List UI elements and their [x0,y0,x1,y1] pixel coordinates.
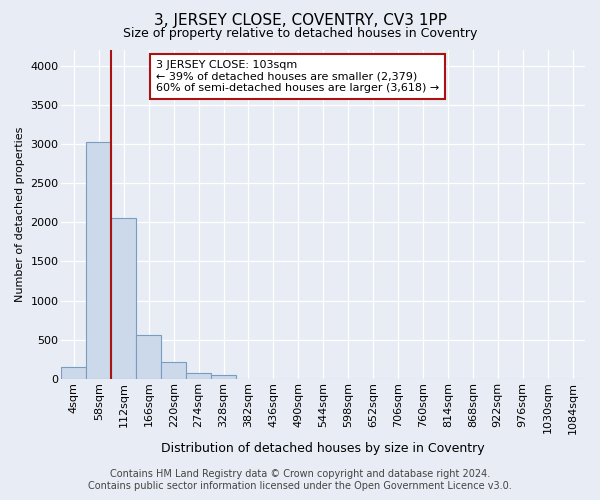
Text: Contains HM Land Registry data © Crown copyright and database right 2024.
Contai: Contains HM Land Registry data © Crown c… [88,470,512,491]
Bar [61,367,86,379]
Bar [186,373,211,379]
Bar [211,374,236,379]
Text: 3 JERSEY CLOSE: 103sqm
← 39% of detached houses are smaller (2,379)
60% of semi-: 3 JERSEY CLOSE: 103sqm ← 39% of detached… [155,60,439,93]
Text: Size of property relative to detached houses in Coventry: Size of property relative to detached ho… [123,28,477,40]
Text: 3, JERSEY CLOSE, COVENTRY, CV3 1PP: 3, JERSEY CLOSE, COVENTRY, CV3 1PP [154,12,446,28]
Bar [136,335,161,379]
Y-axis label: Number of detached properties: Number of detached properties [15,127,25,302]
Bar [86,142,112,379]
Bar [112,218,136,379]
Bar [161,362,186,379]
X-axis label: Distribution of detached houses by size in Coventry: Distribution of detached houses by size … [161,442,485,455]
